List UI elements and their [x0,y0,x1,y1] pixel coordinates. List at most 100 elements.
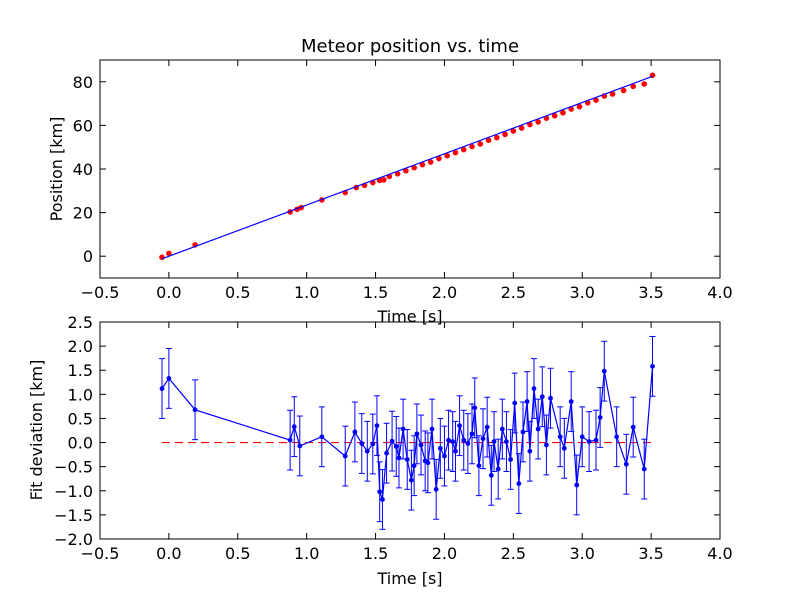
position-plot-y-tick-label: 0 [83,247,93,266]
deviation-plot-x-axis-label: Time [s] [376,569,442,588]
deviation-point [287,437,293,443]
position-plot-y-tick-label: 60 [73,116,93,135]
deviation-point [384,450,389,456]
deviation-point [404,457,410,462]
deviation-point [568,399,574,404]
deviation-point [641,466,647,472]
position-plot-title: Meteor position vs. time [301,36,519,57]
position-point [477,141,484,147]
deviation-point [484,424,490,430]
deviation-point [396,455,402,461]
position-point [551,113,558,119]
deviation-point [531,386,537,391]
deviation-plot-x-tick-label: 0.0 [156,544,181,563]
deviation-plot-y-tick-label: 1.0 [68,385,93,404]
deviation-point [512,400,518,406]
deviation-plot-x-tick-label: 3.5 [638,544,663,563]
deviation-plot-y-tick-label: −2.0 [54,530,93,549]
deviation-point [359,441,365,446]
position-point [485,137,492,144]
position-point [502,131,508,138]
deviation-point [614,434,620,440]
deviation-point [472,405,478,411]
deviation-point [469,431,475,437]
position-point [620,87,627,94]
deviation-point [370,441,376,447]
deviation-plot-y-tick-label: 2.5 [68,313,93,332]
position-point [460,146,467,153]
deviation-plot-y-tick-label: 1.5 [68,361,93,380]
position-plot-x-tick-label: 3.0 [569,283,594,302]
deviation-point [400,426,406,432]
deviation-point [623,461,629,467]
position-plot-x-tick-label: −0.5 [81,283,120,302]
position-plot: Meteor position vs. time −0.5 0.0 0.5 1.0 1.… [47,36,733,326]
deviation-point [548,395,553,401]
deviation-plot: −0.5 0.0 0.5 1.0 1.5 2.0 2.5 3.0 3.5 4.0 −2.0 −1.5 −… [27,313,733,588]
deviation-point [461,437,467,443]
deviation-point [561,445,567,451]
position-plot-x-tick-label: 4.0 [707,283,732,302]
deviation-point [433,486,439,492]
deviation-point [446,437,451,443]
position-point [510,128,517,134]
position-plot-y-tick-label: 20 [73,204,93,223]
deviation-point [495,466,501,472]
deviation-point [450,439,456,444]
deviation-plot-x-tick-label: 2.0 [432,544,457,563]
deviation-point [192,407,198,413]
deviation-point [377,489,383,495]
deviation-point [166,376,172,381]
position-point [159,254,165,261]
deviation-point [297,443,303,449]
deviation-plot-y-tick-label: 2.0 [68,337,93,356]
position-point [535,119,541,125]
deviation-point [535,426,541,432]
position-point [452,149,459,156]
position-fit-line [161,75,653,260]
position-plot-y-tick-label: 80 [73,73,93,92]
deviation-point [488,472,494,478]
deviation-plot-y-axis-label: Fit deviation [km] [27,360,46,501]
deviation-point [520,429,526,435]
deviation-point [437,445,443,451]
deviation-plot-y-tick-label: −1.0 [54,482,93,501]
position-plot-x-tick-label: 1.5 [363,283,388,302]
deviation-point [480,436,486,442]
deviation-point [380,497,385,502]
position-point [641,81,648,87]
deviation-plot-x-tick-label: −0.5 [81,544,120,563]
position-point [469,143,475,150]
position-plot-x-tick-label: 2.0 [432,283,457,302]
deviation-point [429,426,435,432]
deviation-point [453,448,458,454]
deviation-point [557,434,563,440]
position-point [166,250,172,257]
deviation-point [650,363,655,369]
deviation-point [389,438,395,444]
deviation-point [499,426,505,432]
deviation-point [418,442,424,448]
deviation-point [291,424,297,430]
position-plot-ticks: −0.5 0.0 0.5 1.0 1.5 2.0 2.5 3.0 3.5 4.0 0 20 40 60 80 [73,60,733,302]
deviation-plot-x-tick-label: 4.0 [707,544,732,563]
deviation-plot-marks [159,335,656,530]
deviation-point [408,477,414,483]
deviation-point [476,463,482,469]
deviation-plot-y-tick-label: 0.0 [68,434,93,453]
deviation-point [574,482,580,488]
deviation-point [411,463,417,469]
position-plot-x-tick-label: 2.5 [501,283,526,302]
deviation-plot-x-tick-label: 3.0 [569,544,594,563]
position-plot-y-axis-label: Position [km] [47,117,66,222]
deviation-plot-x-tick-label: 1.5 [363,544,388,563]
position-point [381,177,387,183]
deviation-point [504,439,509,444]
deviation-point [393,444,399,449]
deviation-point [352,429,358,435]
deviation-point [159,386,165,391]
position-plot-x-axis-label: Time [s] [376,307,442,326]
position-point [630,83,637,90]
